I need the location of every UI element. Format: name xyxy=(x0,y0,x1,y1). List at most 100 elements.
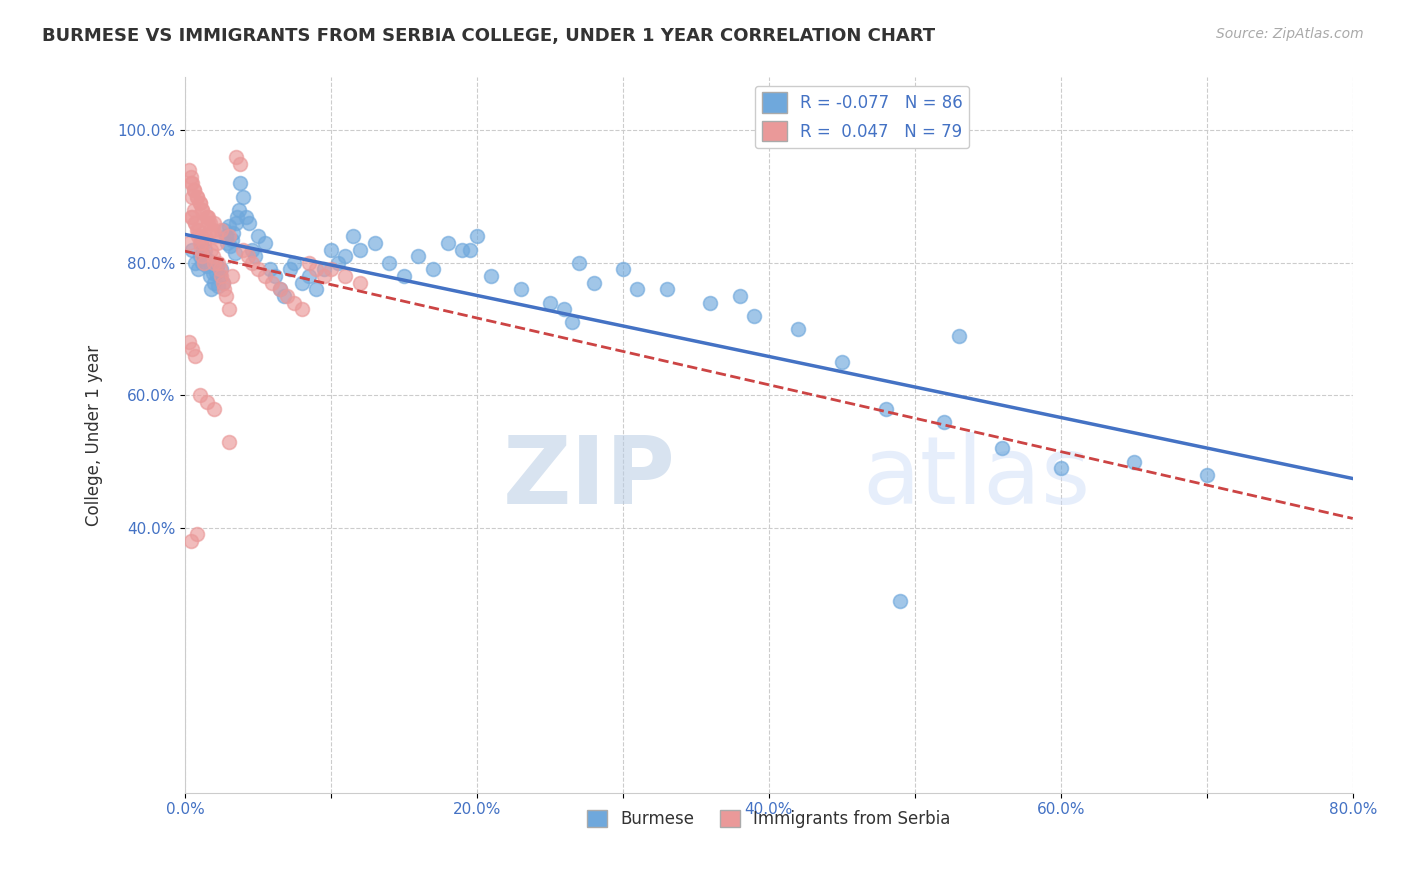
Point xyxy=(458,243,481,257)
Point xyxy=(208,262,231,277)
Point xyxy=(262,276,284,290)
Point xyxy=(392,269,415,284)
Point xyxy=(948,328,970,343)
Point xyxy=(186,527,208,541)
Point xyxy=(228,202,250,217)
Point xyxy=(181,189,204,203)
Text: BURMESE VS IMMIGRANTS FROM SERBIA COLLEGE, UNDER 1 YEAR CORRELATION CHART: BURMESE VS IMMIGRANTS FROM SERBIA COLLEG… xyxy=(42,27,935,45)
Point xyxy=(349,243,371,257)
Point xyxy=(787,322,810,336)
Point xyxy=(236,249,259,263)
Point xyxy=(184,256,207,270)
Point xyxy=(224,246,246,260)
Point xyxy=(561,316,583,330)
Point xyxy=(225,150,247,164)
Point xyxy=(254,235,277,250)
Point xyxy=(276,289,298,303)
Point xyxy=(188,249,211,263)
Point xyxy=(193,235,215,250)
Point xyxy=(179,335,201,350)
Point xyxy=(283,256,305,270)
Point xyxy=(291,276,314,290)
Point xyxy=(204,266,226,280)
Point xyxy=(232,189,254,203)
Point xyxy=(1195,467,1218,482)
Point xyxy=(875,401,897,416)
Point xyxy=(509,282,531,296)
Point xyxy=(218,434,240,449)
Point xyxy=(194,229,217,244)
Point xyxy=(218,229,240,244)
Point xyxy=(193,256,215,270)
Point xyxy=(254,269,277,284)
Point xyxy=(180,169,202,184)
Point xyxy=(180,210,202,224)
Point xyxy=(246,262,269,277)
Point xyxy=(240,256,263,270)
Point xyxy=(612,262,634,277)
Point xyxy=(235,210,257,224)
Point xyxy=(218,302,240,317)
Point xyxy=(205,235,228,250)
Point xyxy=(218,219,240,234)
Point xyxy=(991,442,1014,456)
Point xyxy=(219,239,242,253)
Point xyxy=(349,276,371,290)
Point xyxy=(278,262,301,277)
Point xyxy=(183,183,205,197)
Point xyxy=(188,388,211,402)
Point xyxy=(183,202,205,217)
Point xyxy=(186,189,208,203)
Point xyxy=(198,223,221,237)
Point xyxy=(209,262,232,277)
Point xyxy=(582,276,605,290)
Point xyxy=(481,269,503,284)
Y-axis label: College, Under 1 year: College, Under 1 year xyxy=(86,344,103,525)
Point xyxy=(194,243,217,257)
Point xyxy=(319,262,342,277)
Point xyxy=(215,229,238,244)
Point xyxy=(243,249,266,263)
Point xyxy=(335,249,357,263)
Point xyxy=(568,256,591,270)
Point xyxy=(538,295,561,310)
Point xyxy=(195,259,218,273)
Point xyxy=(187,262,209,277)
Point xyxy=(201,223,224,237)
Point xyxy=(188,196,211,211)
Point xyxy=(197,216,219,230)
Point xyxy=(181,177,204,191)
Point xyxy=(179,163,201,178)
Point xyxy=(229,177,252,191)
Point xyxy=(188,235,211,250)
Point xyxy=(889,593,911,607)
Point xyxy=(232,243,254,257)
Point xyxy=(214,282,236,296)
Point xyxy=(191,249,214,263)
Point xyxy=(190,243,212,257)
Point xyxy=(319,243,342,257)
Point xyxy=(312,269,335,284)
Point xyxy=(184,216,207,230)
Point xyxy=(209,269,232,284)
Point xyxy=(200,243,222,257)
Point xyxy=(305,282,328,296)
Point xyxy=(291,302,314,317)
Point xyxy=(204,229,226,244)
Point xyxy=(238,216,260,230)
Point xyxy=(246,229,269,244)
Point xyxy=(273,289,295,303)
Point xyxy=(209,223,232,237)
Point xyxy=(207,279,229,293)
Point xyxy=(212,276,235,290)
Point xyxy=(221,233,243,247)
Point xyxy=(184,216,207,230)
Point xyxy=(202,256,225,270)
Point xyxy=(186,189,208,203)
Point xyxy=(205,259,228,273)
Point xyxy=(195,210,218,224)
Point xyxy=(180,534,202,549)
Point xyxy=(269,282,291,296)
Point xyxy=(201,249,224,263)
Point xyxy=(831,355,853,369)
